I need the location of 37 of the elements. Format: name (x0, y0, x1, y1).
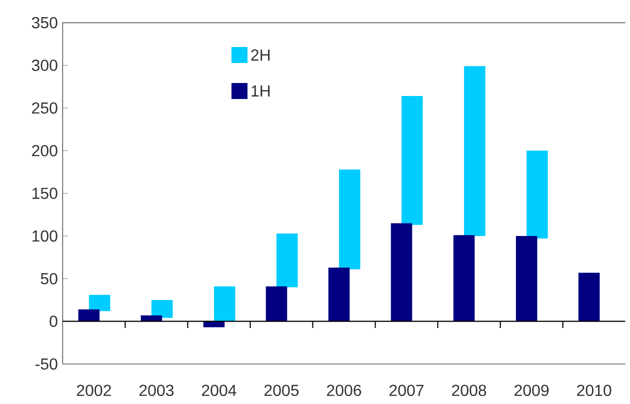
bar (402, 96, 423, 225)
bar (140, 315, 162, 322)
x-tick-label: 2005 (264, 384, 299, 396)
y-tick-label: 50 (40, 273, 58, 284)
bar (526, 150, 548, 239)
legend-label: 1H (252, 85, 270, 96)
x-tick-label: 2003 (139, 384, 174, 396)
y-tick-label: -50 (36, 358, 58, 370)
y-tick-label: 350 (32, 17, 58, 28)
x-tick-label: 2009 (514, 384, 549, 396)
bar (214, 286, 236, 322)
y-tick-label: 300 (32, 60, 58, 71)
bar (266, 286, 288, 322)
bar (339, 169, 360, 270)
bar (276, 233, 298, 288)
bar (203, 321, 225, 328)
bar (516, 236, 538, 322)
x-tick-label: 2010 (577, 384, 612, 396)
bar (390, 223, 412, 322)
y-tick-label: 150 (32, 188, 58, 199)
bar (151, 300, 173, 318)
x-tick-label: 2006 (327, 384, 362, 396)
bar (328, 268, 350, 322)
legend-label: 2H (251, 49, 270, 61)
x-tick-label: 2002 (76, 384, 111, 396)
x-tick-label: 2004 (202, 384, 236, 396)
y-tick-label: 250 (32, 102, 58, 114)
y-tick-label: 200 (32, 145, 58, 156)
y-tick-label: 0 (50, 316, 58, 327)
bar (88, 294, 110, 312)
x-tick-label: 2007 (390, 384, 424, 396)
bar (464, 66, 486, 236)
y-tick-label: 100 (32, 230, 58, 242)
x-tick-label: 2008 (452, 384, 486, 396)
bar (78, 309, 100, 322)
bar (453, 235, 475, 322)
bar (578, 272, 600, 322)
